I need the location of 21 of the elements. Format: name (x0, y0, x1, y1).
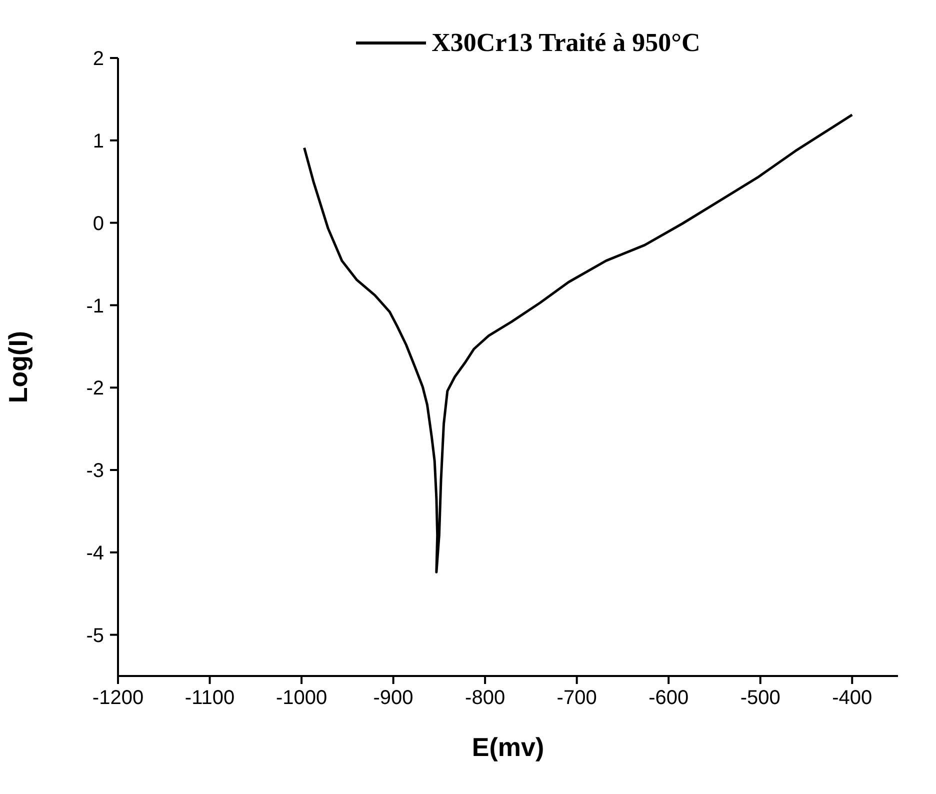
x-tick-label: -900 (373, 687, 414, 710)
x-tick-label: -1000 (276, 687, 328, 710)
y-tick-label: -3 (86, 460, 104, 482)
y-tick-label: 0 (92, 212, 104, 235)
y-tick-label: 2 (92, 48, 104, 70)
legend-label: X30Cr13 Traité à 950°C (432, 28, 700, 58)
y-tick-label: -2 (86, 378, 104, 400)
x-tick-label: -400 (832, 687, 872, 710)
line-series (303, 114, 854, 574)
y-tick-label: -5 (86, 624, 104, 647)
x-tick-label: -600 (648, 687, 689, 710)
x-axis-title: E(mv) (472, 732, 544, 762)
y-tick-label: -4 (86, 542, 104, 564)
x-tick-label: -1100 (184, 687, 235, 710)
y-tick-label: 1 (92, 130, 104, 152)
y-tick-label: -1 (86, 295, 104, 318)
x-tick-label: -1200 (92, 687, 144, 710)
x-tick-label: -500 (740, 687, 780, 710)
x-tick-label: -800 (465, 687, 506, 710)
x-tick-label: -700 (556, 687, 597, 710)
y-axis-title: Log(I) (3, 330, 34, 404)
